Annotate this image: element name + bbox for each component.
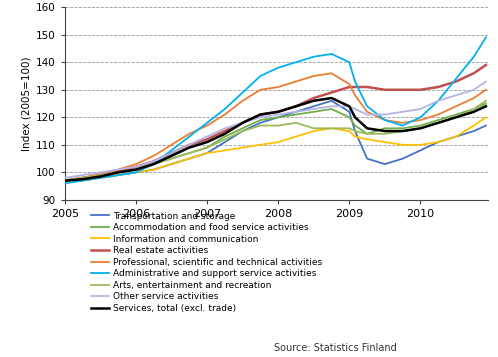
Text: Source: Statistics Finland: Source: Statistics Finland	[274, 343, 396, 353]
Y-axis label: Index (2005=100): Index (2005=100)	[22, 56, 32, 151]
Legend: Transportation and storage, Accommodation and food service activities, Informati: Transportation and storage, Accommodatio…	[91, 212, 323, 313]
